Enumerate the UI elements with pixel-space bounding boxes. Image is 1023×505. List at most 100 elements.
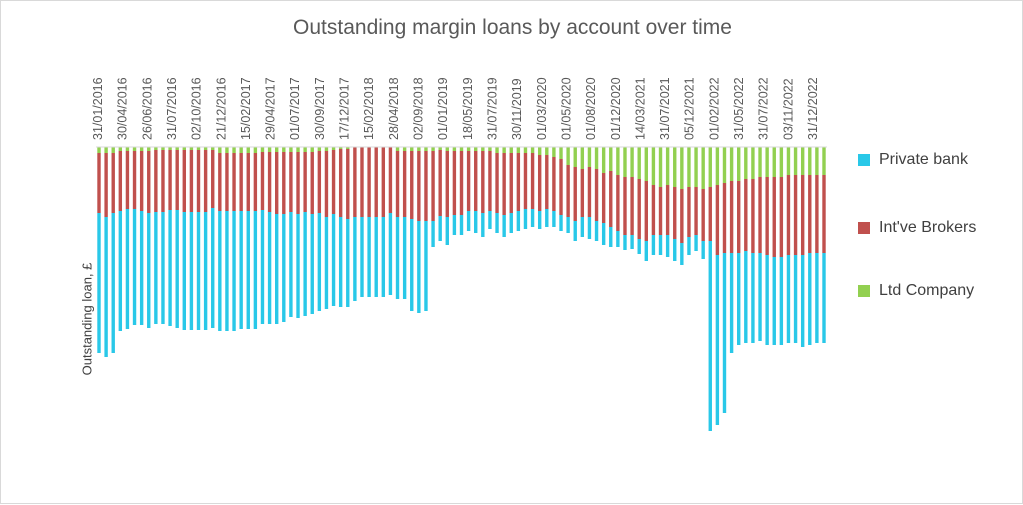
bar-private-bank-54	[481, 213, 485, 237]
bar-ltd-company-78	[651, 147, 656, 185]
bar-ltd-company-48	[438, 147, 442, 150]
bar-int-ve-brokers-92	[751, 179, 755, 253]
legend-item-ive-brokers[interactable]: Int've Brokers	[858, 219, 976, 237]
bar-int-ve-brokers-70	[594, 169, 599, 221]
bar-int-ve-brokers-17	[218, 153, 222, 211]
bar-ltd-company-97	[786, 147, 791, 175]
legend-label-private-bank: Private bank	[879, 151, 968, 168]
bar-ltd-company-49	[445, 147, 449, 151]
bar-private-bank-9	[161, 212, 165, 324]
bar-private-bank-63	[545, 209, 549, 227]
bar-ltd-company-30	[310, 147, 314, 152]
bar-group	[97, 147, 826, 431]
bar-int-ve-brokers-36	[353, 147, 357, 217]
bar-ltd-company-10	[168, 147, 172, 150]
legend-item-ltd-company[interactable]: Ltd Company	[858, 282, 974, 300]
bar-int-ve-brokers-29	[303, 152, 307, 212]
bar-private-bank-97	[786, 255, 791, 343]
legend-item-private-bank[interactable]: Private bank	[858, 151, 968, 169]
bar-private-bank-30	[310, 214, 314, 314]
bar-private-bank-100	[808, 253, 812, 345]
bar-int-ve-brokers-94	[765, 177, 769, 255]
bar-int-ve-brokers-26	[282, 152, 286, 214]
bar-ltd-company-75	[630, 147, 634, 177]
bar-private-bank-58	[509, 213, 513, 233]
bar-int-ve-brokers-74	[623, 177, 627, 235]
bar-int-ve-brokers-47	[431, 151, 435, 221]
bar-private-bank-0	[97, 213, 101, 353]
bar-ltd-company-57	[502, 147, 506, 153]
bar-ltd-company-73	[616, 147, 620, 175]
bar-int-ve-brokers-5	[132, 151, 137, 209]
bar-private-bank-89	[729, 253, 734, 353]
bar-private-bank-20	[239, 211, 243, 329]
bar-int-ve-brokers-85	[701, 189, 705, 241]
bar-int-ve-brokers-18	[225, 153, 229, 211]
bar-ltd-company-98	[793, 147, 798, 175]
bar-ltd-company-14	[196, 147, 201, 150]
bar-ltd-company-25	[275, 147, 279, 152]
bar-private-bank-84	[694, 235, 698, 251]
bar-ltd-company-65	[559, 147, 563, 159]
bar-int-ve-brokers-0	[97, 153, 101, 213]
bar-ltd-company-34	[338, 147, 343, 149]
x-tick-label: 30/09/2017	[313, 77, 327, 140]
bar-int-ve-brokers-13	[189, 150, 194, 212]
bar-ltd-company-93	[758, 147, 762, 177]
bar-ltd-company-27	[289, 147, 293, 152]
legend-label-ltd-company: Ltd Company	[879, 282, 975, 299]
bar-int-ve-brokers-61	[530, 153, 535, 209]
bar-private-bank-102	[822, 253, 826, 343]
bar-private-bank-49	[445, 217, 449, 245]
bar-private-bank-71	[601, 223, 606, 245]
bar-ltd-company-90	[737, 147, 741, 181]
bar-private-bank-28	[296, 214, 300, 318]
bar-private-bank-35	[346, 219, 350, 307]
bar-ltd-company-28	[296, 147, 300, 152]
bar-private-bank-23	[260, 210, 265, 324]
bar-private-bank-65	[559, 215, 563, 231]
x-tick-label: 31/12/2022	[806, 77, 820, 140]
bar-private-bank-40	[381, 217, 386, 297]
bar-ltd-company-13	[189, 147, 194, 150]
bar-ltd-company-8	[154, 147, 158, 150]
bar-int-ve-brokers-60	[523, 153, 528, 209]
x-tick-label: 26/06/2016	[140, 77, 154, 140]
bar-int-ve-brokers-75	[630, 177, 634, 235]
x-tick-label: 14/03/2021	[633, 77, 647, 140]
bar-private-bank-29	[303, 212, 307, 316]
bar-private-bank-41	[388, 213, 393, 295]
bar-ltd-company-68	[580, 147, 585, 169]
bar-ltd-company-51	[459, 147, 464, 151]
bar-int-ve-brokers-8	[154, 150, 158, 212]
bar-private-bank-33	[331, 214, 336, 306]
bar-ltd-company-74	[623, 147, 627, 177]
bar-private-bank-25	[275, 214, 279, 324]
bar-ltd-company-86	[708, 147, 712, 187]
bar-ltd-company-11	[175, 147, 179, 150]
bar-ltd-company-1	[104, 147, 108, 153]
bar-ltd-company-52	[466, 147, 471, 151]
bar-ltd-company-69	[587, 147, 592, 167]
bar-int-ve-brokers-98	[793, 175, 798, 255]
chart-title: Outstanding margin loans by account over…	[293, 16, 732, 39]
bar-int-ve-brokers-76	[637, 179, 641, 239]
bar-private-bank-10	[168, 210, 172, 326]
bar-private-bank-79	[658, 235, 663, 255]
bar-int-ve-brokers-78	[651, 185, 656, 235]
bar-private-bank-22	[253, 211, 258, 329]
bar-private-bank-50	[452, 215, 457, 235]
bar-int-ve-brokers-35	[346, 149, 350, 219]
bar-int-ve-brokers-42	[395, 151, 400, 217]
bar-private-bank-53	[474, 211, 478, 233]
x-tick-labels: 31/01/2016 30/04/2016 26/06/2016 31/07/2016…	[91, 77, 820, 140]
bar-int-ve-brokers-7	[147, 151, 151, 213]
bar-private-bank-34	[338, 217, 343, 307]
bar-int-ve-brokers-58	[509, 153, 513, 213]
bar-private-bank-59	[516, 211, 521, 231]
bar-int-ve-brokers-41	[388, 147, 393, 213]
bar-private-bank-88	[722, 253, 727, 413]
bar-int-ve-brokers-93	[758, 177, 762, 253]
bar-private-bank-81	[673, 239, 677, 261]
bar-private-bank-17	[218, 211, 222, 331]
